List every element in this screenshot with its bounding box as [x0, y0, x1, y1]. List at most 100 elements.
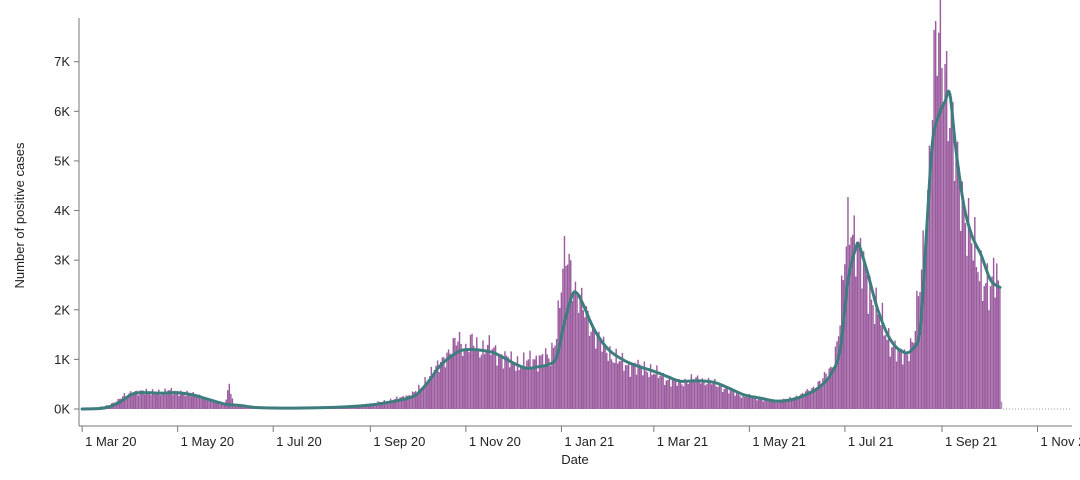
daily-case-bar: [830, 366, 832, 409]
daily-case-bar: [145, 388, 148, 409]
daily-case-bar: [754, 395, 757, 409]
daily-case-bar: [765, 399, 768, 409]
daily-case-bar: [184, 396, 187, 409]
daily-case-bar: [812, 386, 815, 409]
daily-case-bar: [757, 398, 760, 409]
daily-case-bar: [958, 167, 960, 409]
daily-case-bar: [822, 378, 824, 409]
daily-case-bar: [808, 390, 810, 409]
daily-case-bar: [972, 260, 974, 409]
daily-case-bar: [544, 348, 547, 409]
daily-case-bar: [773, 400, 776, 409]
daily-case-bar: [540, 355, 542, 409]
daily-case-bar: [465, 343, 467, 409]
y-axis-ticks: 0K 1K 2K 3K 4K 5K 6K 7K: [54, 54, 79, 417]
daily-case-bar: [133, 392, 135, 409]
daily-case-bar: [631, 364, 633, 409]
daily-case-bar: [485, 351, 487, 409]
daily-case-bar: [245, 406, 248, 409]
daily-case-bar: [205, 397, 207, 409]
daily-case-bar: [580, 287, 583, 409]
daily-case-bar: [433, 369, 436, 409]
daily-case-bar: [529, 350, 531, 409]
daily-case-bar: [568, 253, 570, 409]
daily-case-bar: [186, 390, 188, 409]
daily-case-bar: [900, 348, 902, 409]
daily-case-bar: [615, 348, 617, 409]
daily-case-bar: [673, 378, 675, 409]
daily-case-bar: [701, 378, 704, 409]
daily-case-bar: [421, 387, 423, 409]
daily-case-bar: [602, 336, 605, 409]
y-tick-label: 4K: [54, 203, 70, 218]
daily-case-bar: [665, 380, 667, 409]
daily-case-bar: [128, 393, 130, 409]
daily-case-bar: [559, 307, 561, 409]
daily-case-bar: [178, 395, 180, 409]
daily-case-bar: [704, 385, 707, 409]
daily-case-bar: [598, 331, 600, 409]
daily-case-bar: [449, 353, 451, 409]
daily-case-bar: [692, 379, 694, 409]
y-tick-label: 6K: [54, 104, 70, 119]
daily-case-bar: [120, 398, 122, 409]
x-tick-label: 1 Sep 21: [945, 434, 997, 449]
daily-case-bar: [814, 389, 816, 409]
daily-case-bar: [499, 354, 501, 409]
y-tick-label: 5K: [54, 153, 70, 168]
daily-case-bar: [241, 406, 243, 409]
daily-case-bar: [183, 392, 185, 409]
daily-case-bar: [175, 391, 177, 409]
daily-case-bar: [945, 51, 948, 409]
daily-case-bar: [172, 394, 174, 409]
daily-case-bar: [720, 384, 722, 409]
daily-case-bar: [815, 388, 818, 409]
daily-case-bar: [895, 361, 898, 409]
daily-case-bar: [931, 119, 934, 409]
daily-case-bar: [374, 403, 376, 409]
daily-case-bar: [842, 280, 844, 409]
daily-case-bar: [216, 401, 218, 409]
daily-case-bar: [961, 181, 964, 409]
daily-case-bar: [682, 386, 685, 409]
daily-case-bar: [772, 400, 774, 409]
daily-case-bar: [707, 377, 710, 409]
daily-case-bar: [543, 365, 545, 409]
daily-case-bar: [806, 389, 808, 409]
daily-case-bar: [978, 281, 981, 409]
daily-case-bar: [919, 292, 921, 409]
daily-case-bar: [930, 170, 932, 409]
daily-case-bar: [526, 360, 528, 409]
daily-case-bar: [941, 68, 943, 410]
daily-case-bar: [164, 388, 166, 409]
daily-case-bar: [200, 398, 202, 409]
daily-case-bar: [894, 340, 896, 409]
daily-case-bar: [440, 361, 442, 409]
daily-case-bar: [858, 243, 860, 409]
daily-case-bar: [928, 145, 931, 410]
daily-case-bar: [150, 394, 152, 409]
daily-case-bar: [685, 381, 688, 409]
daily-case-bar: [657, 378, 660, 409]
daily-case-bar: [836, 341, 838, 409]
daily-case-bar: [911, 341, 913, 409]
daily-case-bar: [463, 348, 465, 409]
daily-case-bar: [623, 370, 625, 409]
daily-case-bar: [859, 237, 862, 409]
daily-case-bar: [190, 396, 193, 409]
daily-case-bar: [811, 387, 813, 409]
daily-case-bar: [764, 398, 766, 409]
daily-case-bar: [176, 390, 179, 409]
daily-case-bar: [537, 371, 539, 409]
daily-case-bar: [493, 347, 495, 409]
daily-case-bar: [214, 401, 216, 409]
x-tick-label: 1 Nov 21: [1041, 434, 1080, 449]
daily-case-bar: [873, 323, 876, 409]
daily-case-bar: [989, 286, 992, 409]
daily-case-bar: [508, 367, 511, 409]
daily-case-bar: [577, 312, 580, 409]
daily-case-bar: [476, 337, 478, 409]
daily-case-bar: [607, 360, 610, 409]
daily-case-bar: [244, 406, 246, 409]
